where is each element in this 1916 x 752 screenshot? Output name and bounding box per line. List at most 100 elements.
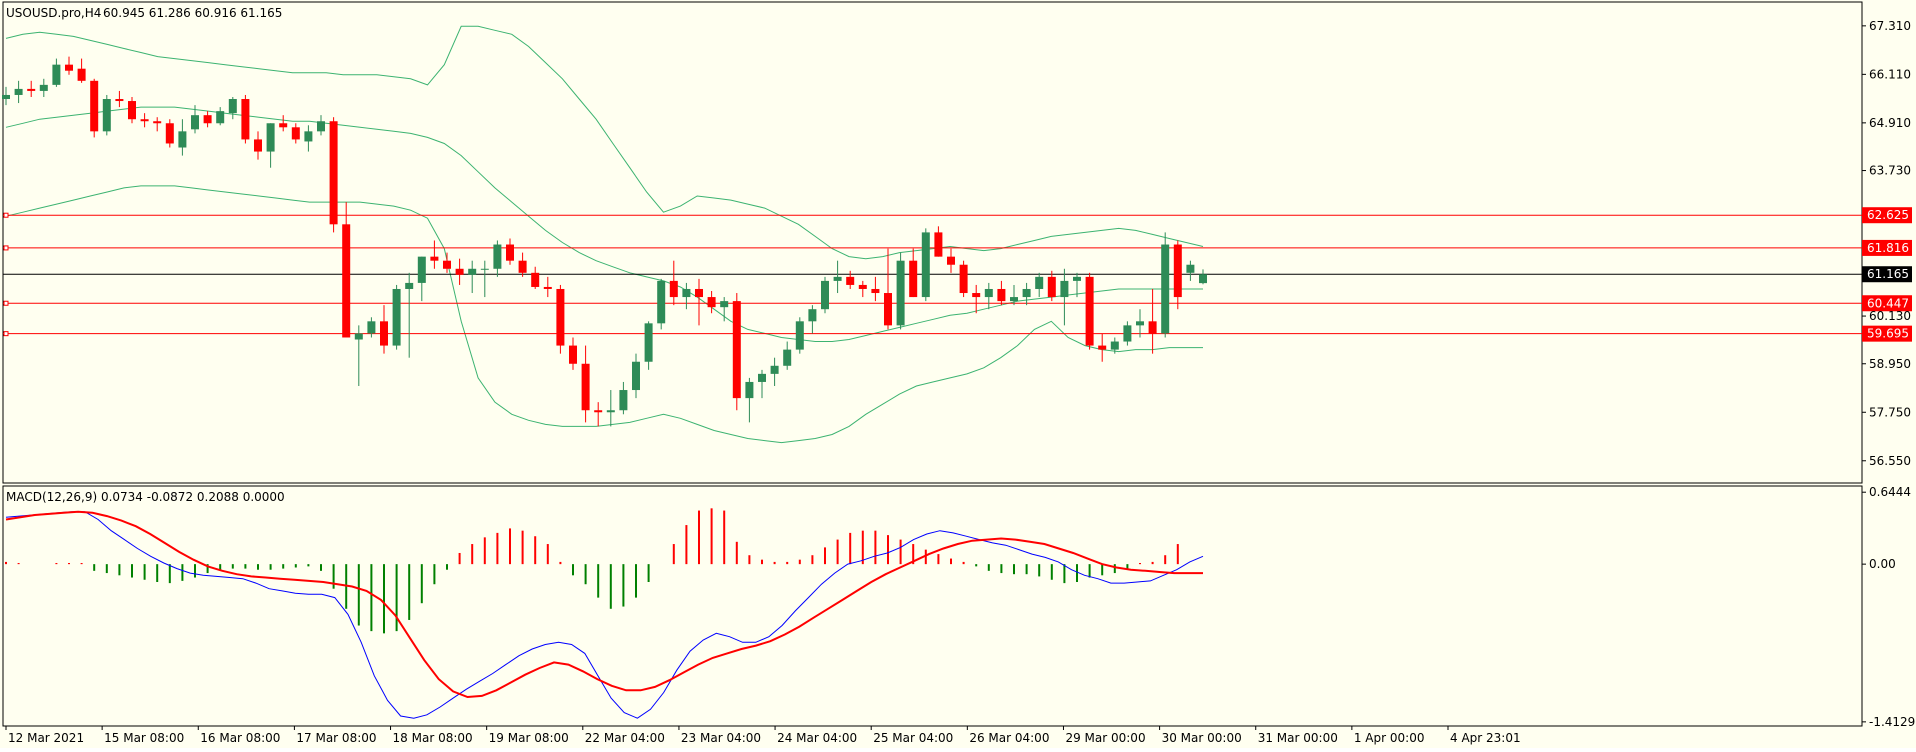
time-tick-label: 26 Mar 04:00 xyxy=(969,731,1049,745)
level-anchor[interactable] xyxy=(3,300,9,306)
candle-body xyxy=(279,123,288,128)
price-tick-label: 58.950 xyxy=(1869,357,1911,371)
candle-body xyxy=(443,260,451,269)
candle-body xyxy=(329,121,338,225)
time-tick-label: 17 Mar 08:00 xyxy=(296,731,376,745)
candle-body xyxy=(380,321,388,346)
time-tick-label: 1 Apr 00:00 xyxy=(1354,731,1425,745)
candle-body xyxy=(1047,276,1056,298)
candle-body xyxy=(556,288,565,346)
candle-body xyxy=(947,256,955,265)
candle-body xyxy=(354,333,363,340)
level-price-tag xyxy=(1862,325,1912,342)
macd-tick-label: 0.00 xyxy=(1869,557,1896,571)
candle-body xyxy=(581,363,590,411)
macd-main-line xyxy=(5,511,1204,719)
candle-body xyxy=(417,256,426,283)
candle-body xyxy=(758,373,766,382)
macd-tick-label: -1.4129 xyxy=(1869,715,1915,729)
time-tick-label: 24 Mar 04:00 xyxy=(777,731,857,745)
candle-body xyxy=(1123,325,1132,342)
level-anchor[interactable] xyxy=(3,331,9,337)
candle-body xyxy=(707,297,716,308)
bollinger-lower-line xyxy=(5,185,1203,444)
candle-body xyxy=(808,309,817,322)
price-tick-label: 56.550 xyxy=(1869,454,1911,468)
level-price-tag xyxy=(1862,295,1912,312)
candle-body xyxy=(720,301,729,308)
candle-body xyxy=(367,321,376,334)
candle-body xyxy=(39,84,48,91)
candle-body xyxy=(216,111,225,124)
candle-body xyxy=(493,244,502,269)
ohlc-readout: 60.945 61.286 60.916 61.165 xyxy=(103,6,282,20)
candle-body xyxy=(1161,244,1170,334)
level-anchor[interactable] xyxy=(3,212,9,218)
horizontal-levels: 62.625 61.816 60.447 59.695 xyxy=(3,207,1912,342)
candle-body xyxy=(934,232,943,257)
candle-body xyxy=(569,345,577,364)
candle-body xyxy=(606,410,615,413)
price-tick-label: 60.130 xyxy=(1869,309,1911,323)
candle-body xyxy=(405,282,414,289)
candle-body xyxy=(1035,276,1044,289)
candle-body xyxy=(959,264,968,294)
candle-body xyxy=(468,268,477,275)
candle-body xyxy=(745,381,754,399)
price-candles xyxy=(2,56,1207,427)
candle-body xyxy=(506,244,514,261)
candle-body xyxy=(669,280,678,298)
candle-body xyxy=(102,99,111,132)
candle-body xyxy=(884,293,892,326)
candle-body xyxy=(858,284,867,289)
price-tick-label: 66.110 xyxy=(1869,67,1911,81)
candle-body xyxy=(241,99,250,140)
candle-body xyxy=(455,268,464,275)
time-tick-label: 16 Mar 08:00 xyxy=(200,731,280,745)
candle-body xyxy=(1148,321,1157,334)
candle-body xyxy=(480,268,489,270)
candle-body xyxy=(770,365,779,374)
time-tick-label: 15 Mar 08:00 xyxy=(104,731,184,745)
candle-body xyxy=(846,276,855,285)
macd-axis: 0.6444 0.00 -1.4129 xyxy=(1862,485,1915,729)
level-anchor[interactable] xyxy=(3,245,9,251)
macd-lines xyxy=(5,510,1204,719)
candle-body xyxy=(1060,280,1069,298)
candle-body xyxy=(140,119,149,122)
macd-title: MACD(12,26,9) 0.0734 -0.0872 0.2088 0.00… xyxy=(6,490,285,504)
candle-body xyxy=(833,276,842,281)
candle-body xyxy=(1073,276,1081,281)
symbol-title: USOUSD.pro,H4 xyxy=(6,6,101,20)
candle-body xyxy=(165,123,174,144)
candle-body xyxy=(153,121,162,124)
candle-body xyxy=(228,99,237,114)
candle-body xyxy=(1098,345,1107,350)
time-tick-label: 23 Mar 04:00 xyxy=(681,731,761,745)
candle-body xyxy=(291,127,300,140)
level-price-tag xyxy=(1862,239,1912,256)
candle-body xyxy=(783,349,792,366)
candle-body xyxy=(191,115,199,130)
candle-body xyxy=(304,131,313,142)
candle-body xyxy=(543,286,552,289)
time-tick-label: 22 Mar 04:00 xyxy=(585,731,665,745)
candle-body xyxy=(65,64,73,71)
candle-body xyxy=(430,256,439,261)
candle-body xyxy=(921,232,930,298)
candle-body xyxy=(619,390,628,411)
candle-body xyxy=(14,88,23,95)
price-tick-label: 63.730 xyxy=(1869,164,1911,178)
macd-tick-label: 0.6444 xyxy=(1869,485,1911,499)
candle-body xyxy=(128,101,136,120)
candle-body xyxy=(821,280,829,310)
time-tick-label: 19 Mar 08:00 xyxy=(489,731,569,745)
time-tick-label: 12 Mar 2021 xyxy=(8,731,84,745)
time-tick-label: 25 Mar 04:00 xyxy=(873,731,953,745)
macd-panel-frame xyxy=(2,485,1863,727)
candle-body xyxy=(1022,288,1031,298)
macd-signal-line xyxy=(5,510,1203,699)
